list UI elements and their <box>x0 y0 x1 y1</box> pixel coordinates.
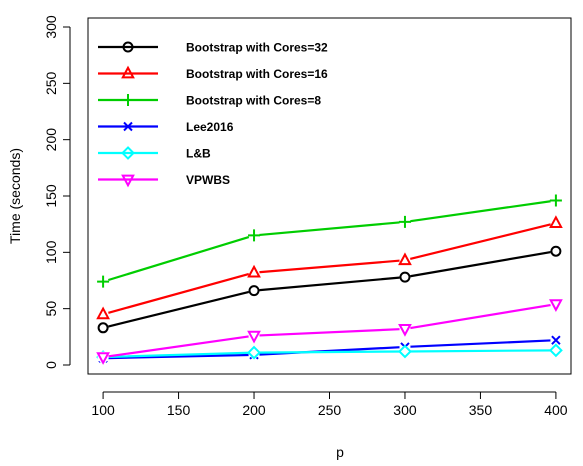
marker-knockout <box>550 298 562 310</box>
marker-knockout <box>248 267 260 279</box>
data-point <box>398 252 412 266</box>
series-2 <box>97 194 562 288</box>
series-line <box>102 303 557 359</box>
legend-marker <box>121 146 135 160</box>
legend-marker <box>122 94 134 106</box>
series-5 <box>96 298 563 365</box>
legend-label: Bootstrap with Cores=16 <box>186 67 328 81</box>
legend-marker <box>123 121 133 132</box>
y-tick-label: 200 <box>43 128 59 152</box>
marker-knockout <box>399 323 411 335</box>
data-point <box>549 194 562 207</box>
legend-marker <box>121 174 135 188</box>
data-point <box>247 330 261 344</box>
legend-marker <box>121 65 135 79</box>
x-tick-label: 150 <box>167 402 191 418</box>
data-point <box>248 285 260 297</box>
marker-knockout <box>248 347 260 359</box>
legend-item: Lee2016 <box>98 120 234 134</box>
data-point <box>550 245 562 257</box>
series-line <box>103 339 556 360</box>
y-tick-label: 100 <box>43 240 59 264</box>
legend-label: Bootstrap with Cores=8 <box>186 94 321 108</box>
series-line <box>103 349 556 359</box>
legend-item: VPWBS <box>98 173 230 188</box>
legend-label: L&B <box>186 147 211 161</box>
series-line <box>102 250 557 329</box>
series-line <box>102 199 557 283</box>
legend: Bootstrap with Cores=32 Bootstrap with Co… <box>98 41 328 188</box>
data-point <box>548 343 563 358</box>
marker-knockout <box>97 351 109 363</box>
x-tick-label: 200 <box>242 402 266 418</box>
series-layer <box>96 194 563 365</box>
legend-label: VPWBS <box>186 173 230 187</box>
x-tick-label: 300 <box>393 402 417 418</box>
data-point <box>549 215 563 228</box>
series-0 <box>97 245 562 334</box>
series-line <box>102 221 557 316</box>
marker-knockout <box>399 345 411 357</box>
x-axis-label: p <box>336 444 344 460</box>
data-point <box>398 324 412 337</box>
data-point <box>247 264 261 278</box>
y-tick-label: 50 <box>43 301 59 317</box>
data-point <box>96 352 110 365</box>
series-1 <box>96 215 563 320</box>
y-tick-label: 0 <box>43 361 59 369</box>
legend-label: Bootstrap with Cores=32 <box>186 41 328 55</box>
y-tick-label: 150 <box>43 184 59 208</box>
data-point <box>549 299 563 312</box>
x-tick-label: 350 <box>469 402 493 418</box>
marker-knockout <box>550 344 562 356</box>
legend-marker <box>122 41 134 53</box>
data-point <box>551 335 561 345</box>
legend-item: Bootstrap with Cores=16 <box>98 65 328 81</box>
data-point <box>96 306 110 320</box>
data-point <box>97 275 110 288</box>
marker-knockout <box>399 254 411 266</box>
x-tick-label: 250 <box>318 402 342 418</box>
data-point <box>248 229 261 242</box>
marker-knockout <box>97 308 109 320</box>
plot-frame <box>87 17 572 375</box>
data-point <box>247 345 261 360</box>
y-tick-label: 300 <box>43 15 59 39</box>
x-tick-label: 100 <box>91 402 115 418</box>
data-point <box>399 271 411 283</box>
legend-item: L&B <box>98 146 211 161</box>
data-point <box>398 215 411 228</box>
legend-item: Bootstrap with Cores=8 <box>98 94 321 108</box>
data-point <box>97 322 109 334</box>
legend-item: Bootstrap with Cores=32 <box>98 41 328 55</box>
y-axis: 0 50 100 150 200 250 300 <box>43 15 71 369</box>
x-tick-label: 400 <box>544 402 568 418</box>
data-point <box>398 344 412 359</box>
series-3 <box>97 334 562 364</box>
legend-label: Lee2016 <box>186 120 234 134</box>
marker-knockout <box>248 330 260 342</box>
y-axis-label: Time (seconds) <box>7 148 23 244</box>
x-axis: 100 150 200 250 300 350 400 <box>91 391 568 418</box>
marker-knockout <box>550 217 562 229</box>
y-tick-label: 250 <box>43 71 59 95</box>
